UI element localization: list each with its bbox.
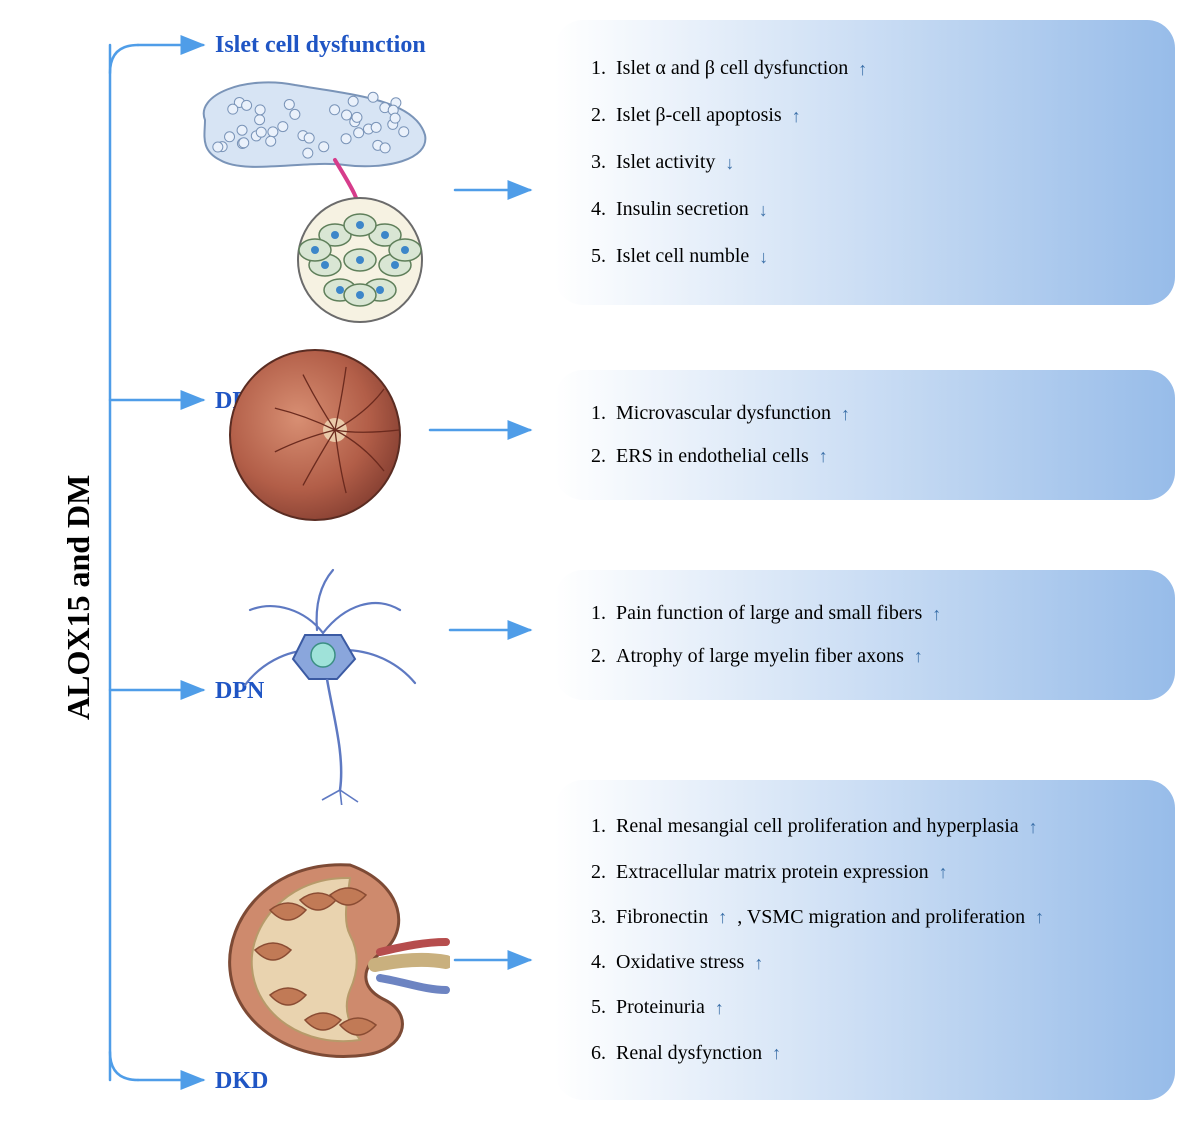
panel-item-number: 2. (591, 858, 606, 887)
panel-item-number: 3. (591, 148, 606, 177)
diagram-stage: ALOX15 and DM Islet cell dysfunction 1. Is… (0, 0, 1200, 1125)
delta-up-icon: ↑ (819, 447, 828, 465)
delta-up-icon: ↑ (718, 908, 727, 926)
panel-item-number: 1. (591, 599, 606, 628)
panel-item: 5. Proteinuria ↑ (591, 993, 1147, 1022)
delta-up-icon: ↑ (1035, 908, 1044, 926)
panel-item: 3. Fibronectin ↑ , VSMC migration and proli… (591, 903, 1147, 932)
panel-item-text: Islet activity (616, 148, 715, 177)
panel-item-text: Oxidative stress (616, 948, 744, 977)
panel-item-number: 1. (591, 812, 606, 841)
delta-up-icon: ↑ (772, 1044, 781, 1062)
delta-up-icon: ↑ (858, 60, 867, 78)
delta-up-icon: ↑ (715, 999, 724, 1017)
panel-item-number: 1. (591, 399, 606, 428)
panel-item: 1. Renal mesangial cell proliferation and… (591, 812, 1147, 841)
delta-up-icon: ↑ (792, 107, 801, 125)
panel-item-text: Extracellular matrix protein expression (616, 858, 929, 887)
info-panel: 1. Renal mesangial cell proliferation and… (555, 780, 1175, 1100)
info-panel: 1. Microvascular dysfunction ↑ 2. ERS in end… (555, 370, 1175, 500)
panel-item-text: Pain function of large and small fibers (616, 599, 922, 628)
panel-item: 1. Microvascular dysfunction ↑ (591, 399, 1147, 428)
panel-item-text: Insulin secretion (616, 195, 749, 224)
panel-item: 5. Islet cell numble ↓ (591, 242, 1147, 271)
delta-down-icon: ↓ (759, 201, 768, 219)
panel-item-text: Fibronectin (616, 903, 708, 932)
delta-up-icon: ↑ (754, 954, 763, 972)
panel-item-text: Proteinuria (616, 993, 705, 1022)
panel-item-number: 2. (591, 442, 606, 471)
root-label: ALOX15 and DM (60, 475, 97, 720)
delta-up-icon: ↑ (1029, 818, 1038, 836)
panel-item-number: 4. (591, 948, 606, 977)
panel-item-text: ERS in endothelial cells (616, 442, 809, 471)
panel-item-number: 6. (591, 1039, 606, 1068)
delta-down-icon: ↓ (725, 154, 734, 172)
panel-item: 4. Insulin secretion ↓ (591, 195, 1147, 224)
panel-item: 1. Pain function of large and small fiber… (591, 599, 1147, 628)
panel-item-text: Islet cell numble (616, 242, 749, 271)
panel-item-text: Islet β-cell apoptosis (616, 101, 782, 130)
branch-label: Islet cell dysfunction (215, 32, 426, 59)
panel-item-text: Atrophy of large myelin fiber axons (616, 642, 904, 671)
info-panel: 1. Islet α and β cell dysfunction ↑ 2. Islet… (555, 20, 1175, 305)
panel-item-text: Microvascular dysfunction (616, 399, 831, 428)
panel-item: 2. Islet β-cell apoptosis ↑ (591, 101, 1147, 130)
panel-item-number: 2. (591, 101, 606, 130)
illustration-retina (220, 340, 410, 530)
panel-item: 2. Atrophy of large myelin fiber axons ↑ (591, 642, 1147, 671)
panel-item: 2. ERS in endothelial cells ↑ (591, 442, 1147, 471)
panel-item-number: 5. (591, 993, 606, 1022)
panel-item-text: , VSMC migration and proliferation (737, 903, 1025, 932)
panel-item: 6. Renal dysfynction ↑ (591, 1039, 1147, 1068)
delta-down-icon: ↓ (759, 248, 768, 266)
branch-label: DKD (215, 1068, 268, 1095)
panel-item-number: 3. (591, 903, 606, 932)
delta-up-icon: ↑ (939, 863, 948, 881)
panel-item-number: 5. (591, 242, 606, 271)
delta-up-icon: ↑ (914, 647, 923, 665)
panel-item-number: 4. (591, 195, 606, 224)
panel-item-number: 1. (591, 54, 606, 83)
delta-up-icon: ↑ (841, 405, 850, 423)
panel-item-number: 2. (591, 642, 606, 671)
delta-up-icon: ↑ (932, 605, 941, 623)
illustration-kidney (200, 850, 450, 1070)
panel-item-text: Islet α and β cell dysfunction (616, 54, 848, 83)
panel-item: 1. Islet α and β cell dysfunction ↑ (591, 54, 1147, 83)
panel-item-text: Renal dysfynction (616, 1039, 762, 1068)
illustration-neuron (205, 555, 455, 805)
panel-item: 3. Islet activity ↓ (591, 148, 1147, 177)
panel-item: 2. Extracellular matrix protein expressio… (591, 858, 1147, 887)
illustration-pancreas (185, 65, 445, 325)
panel-item: 4. Oxidative stress ↑ (591, 948, 1147, 977)
panel-item-text: Renal mesangial cell proliferation and h… (616, 812, 1019, 841)
info-panel: 1. Pain function of large and small fiber… (555, 570, 1175, 700)
